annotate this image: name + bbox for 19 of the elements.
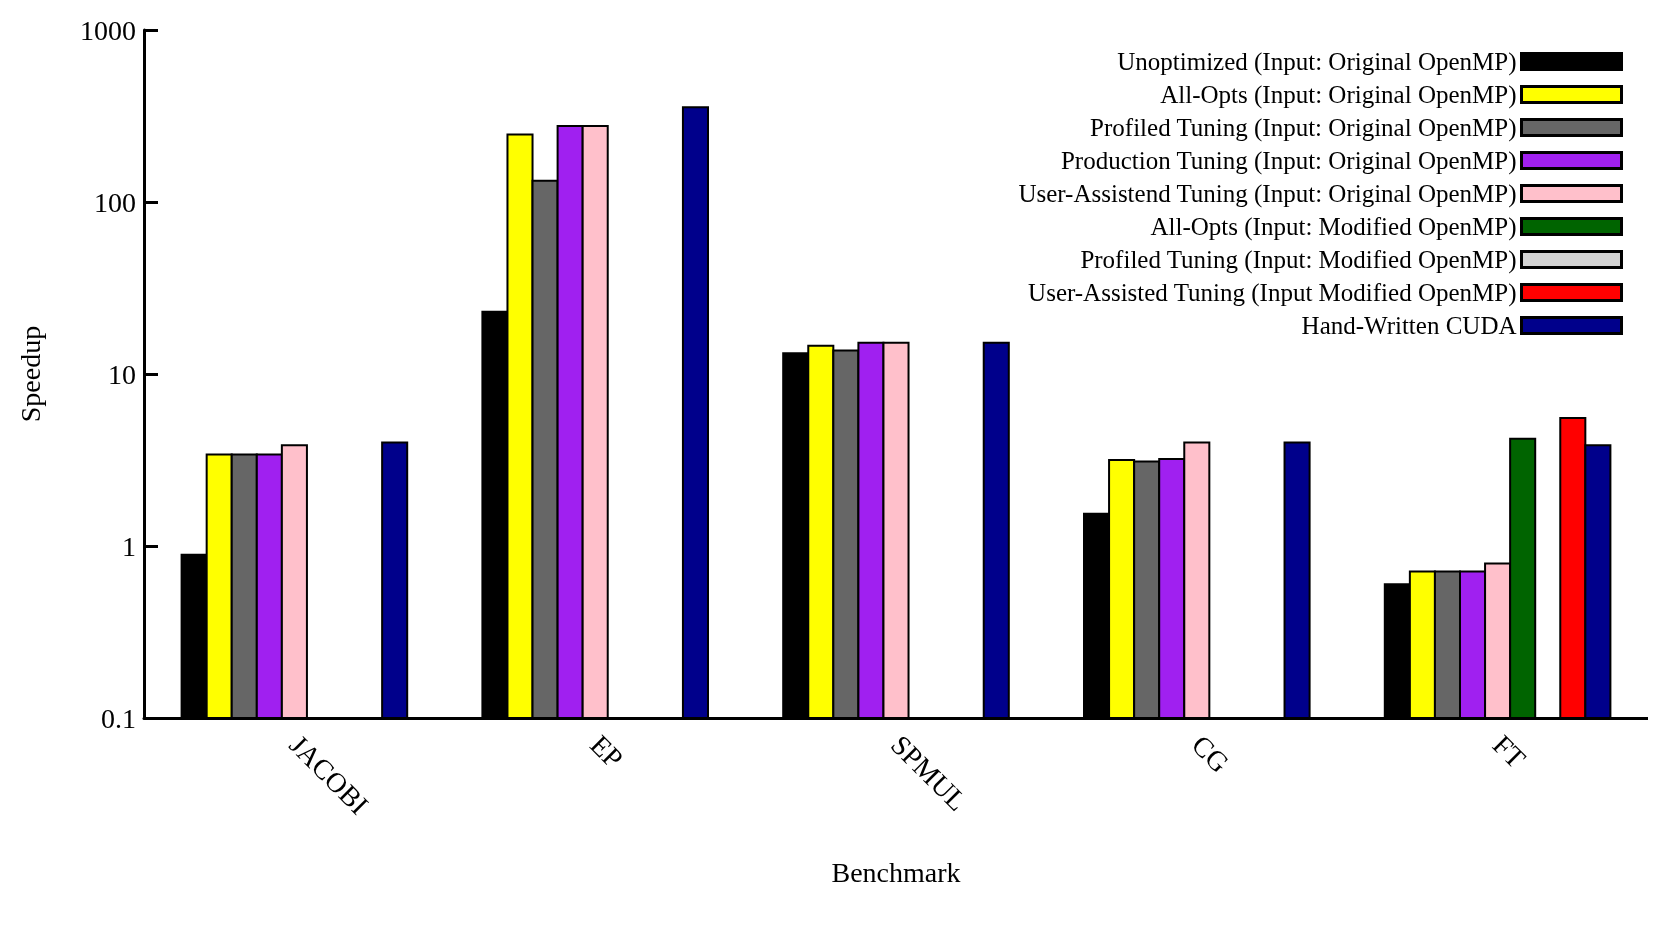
legend-label: User-Assisted Tuning (Input Modified OpenMP)	[1028, 279, 1517, 307]
legend-label: Hand-Written CUDA	[1301, 312, 1517, 339]
legend-label: User-Assistend Tuning (Input: Original OpenMP)	[1018, 180, 1517, 208]
x-axis-title: Benchmark	[831, 856, 961, 888]
y-axis-title: Speedup	[14, 325, 46, 423]
x-tick-label: EP	[584, 729, 630, 775]
x-tick-label: CG	[1185, 729, 1236, 779]
y-tick-label: 0.1	[101, 702, 136, 734]
x-tick-label: FT	[1486, 729, 1532, 775]
legend-label: Unoptimized (Input: Original OpenMP)	[1117, 48, 1517, 76]
legend-label: Profiled Tuning (Input: Original OpenMP)	[1090, 114, 1517, 142]
legend-label: All-Opts (Input: Original OpenMP)	[1160, 81, 1517, 109]
legend-label: Profiled Tuning (Input: Modified OpenMP)	[1080, 246, 1517, 274]
legend-label: Production Tuning (Input: Original OpenMP)	[1060, 147, 1517, 175]
y-tick-label: 10	[108, 358, 136, 390]
legend-label: All-Opts (Input: Modified OpenMP)	[1150, 213, 1517, 241]
y-tick-label: 100	[94, 186, 136, 218]
y-tick-label: 1	[122, 530, 136, 562]
y-tick-label: 1000	[80, 14, 136, 46]
